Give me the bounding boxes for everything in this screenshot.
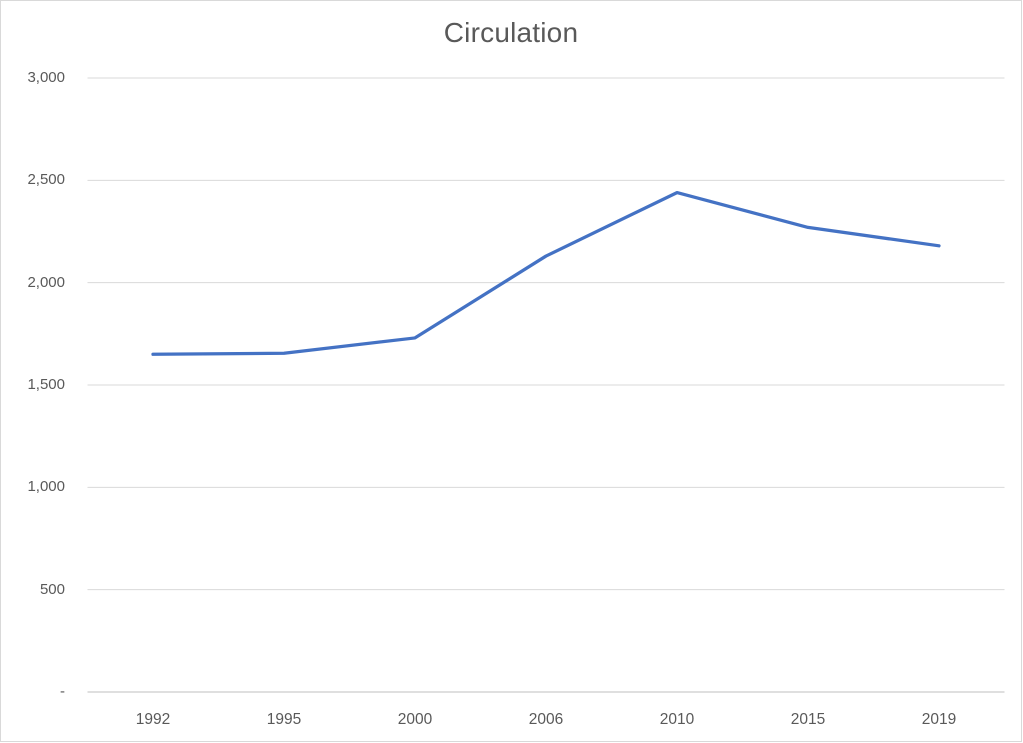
x-axis-tick-label: 2010 <box>659 711 695 728</box>
y-axis-tick-label: 1,000 <box>27 478 65 496</box>
x-axis-tick-label: 2006 <box>528 711 564 728</box>
x-axis-tick-label: 2000 <box>397 711 433 728</box>
chart-title: Circulation <box>443 17 579 48</box>
x-axis-tick-label: 2015 <box>790 711 826 728</box>
x-axis-tick-label: 1992 <box>135 711 171 728</box>
x-axis-tick-label: 2019 <box>921 711 957 728</box>
y-axis-tick-label: - <box>60 683 65 700</box>
x-axis-tick-label: 1995 <box>266 711 302 728</box>
y-axis-tick-label: 500 <box>39 580 65 598</box>
y-axis-tick-label: 3,000 <box>27 69 65 86</box>
y-axis-tick-label: 1,500 <box>27 376 65 393</box>
series-line-circulation <box>151 190 941 356</box>
y-axis-tick-label: 2,500 <box>27 171 65 189</box>
y-axis-tick-label: 2,000 <box>27 273 65 291</box>
